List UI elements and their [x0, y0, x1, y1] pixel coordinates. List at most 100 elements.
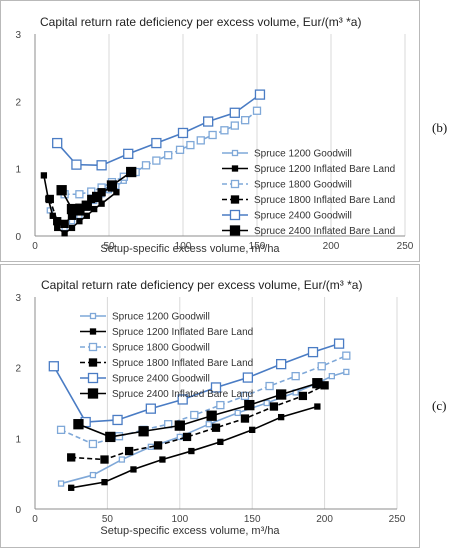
data-point — [54, 224, 61, 232]
panel-label-c: (c) — [432, 398, 447, 413]
series-group — [73, 378, 323, 443]
data-point — [100, 455, 109, 464]
legend-swatch-marker — [229, 225, 241, 236]
legend-label: Spruce 1800 Goodwill — [254, 180, 352, 191]
y-tick-label: 1 — [15, 434, 21, 445]
legend-swatch-marker — [230, 179, 240, 189]
series-group — [68, 403, 321, 491]
data-point — [333, 338, 345, 349]
x-tick-label: 250 — [397, 241, 414, 252]
data-point — [278, 413, 285, 421]
data-point — [138, 426, 149, 437]
legend-swatch-marker — [230, 195, 240, 204]
data-point — [186, 140, 195, 150]
data-point — [176, 433, 183, 441]
data-point — [60, 219, 69, 229]
data-point — [96, 160, 107, 171]
data-point — [177, 394, 188, 405]
data-point — [298, 391, 308, 401]
y-tick-label: 0 — [15, 505, 21, 516]
data-point — [83, 212, 90, 219]
data-point — [106, 180, 118, 191]
data-point — [205, 421, 212, 428]
legend-swatch-marker — [87, 372, 99, 384]
chart-title: Capital return rate deficiency per exces… — [40, 15, 361, 29]
data-point — [101, 478, 108, 486]
data-point — [196, 136, 205, 145]
legend-label: Spruce 1200 Inflated Bare Land — [254, 164, 395, 175]
data-point — [276, 389, 287, 400]
x-axis-label: Setup-specific excess volume, m³/ha — [100, 243, 280, 255]
series-group — [52, 89, 266, 171]
data-point — [229, 107, 240, 118]
data-point — [118, 456, 126, 463]
x-tick-label: 150 — [249, 241, 266, 252]
legend-swatch-marker — [88, 342, 98, 352]
x-tick-label: 150 — [244, 514, 261, 525]
x-tick-label: 100 — [175, 241, 192, 252]
series-line — [78, 382, 318, 438]
data-point — [88, 439, 98, 449]
data-point — [307, 346, 319, 358]
data-point — [67, 453, 76, 462]
chart-panel-c: Capital return rate deficiency per exces… — [0, 264, 420, 548]
legend-label: Spruce 1200 Inflated Bare Land — [112, 327, 253, 338]
legend-label: Spruce 1800 Inflated Bare Land — [112, 358, 253, 369]
x-tick-label: 200 — [316, 514, 333, 525]
legend-item: Spruce 2400 Inflated Bare Land — [222, 225, 395, 237]
data-point — [174, 420, 185, 431]
data-point — [53, 217, 62, 226]
legend-swatch-marker — [231, 165, 239, 172]
data-point — [123, 148, 134, 160]
panel-label-b: (b) — [432, 120, 448, 135]
legend-swatch-marker — [229, 209, 241, 221]
data-point — [190, 410, 199, 420]
data-point — [203, 116, 214, 127]
y-tick-label: 2 — [15, 364, 21, 375]
legend-item: Spruce 1200 Inflated Bare Land — [80, 327, 253, 338]
data-point — [45, 194, 54, 204]
legend-swatch-marker — [231, 149, 239, 157]
y-tick-label: 3 — [15, 30, 21, 41]
data-point — [75, 190, 84, 199]
legend-item: Spruce 1800 Goodwill — [80, 343, 210, 354]
data-point — [48, 361, 59, 372]
data-point — [76, 218, 83, 225]
data-point — [217, 438, 224, 446]
x-tick-label: 50 — [102, 514, 114, 525]
data-point — [263, 399, 270, 407]
legend-item: Spruce 2400 Goodwill — [222, 209, 352, 222]
data-point — [276, 358, 287, 370]
data-point — [40, 172, 48, 179]
data-point — [130, 466, 137, 473]
legend-label: Spruce 2400 Goodwill — [112, 374, 210, 385]
legend-label: Spruce 1800 Inflated Bare Land — [254, 195, 395, 206]
series-group — [67, 381, 329, 464]
data-point — [254, 89, 266, 100]
data-point — [252, 106, 262, 115]
data-point — [242, 372, 254, 383]
data-point — [314, 403, 321, 410]
data-point — [240, 391, 250, 401]
legend-label: Spruce 2400 Inflated Bare Land — [254, 226, 395, 237]
x-tick-label: 0 — [32, 241, 38, 252]
data-point — [52, 137, 63, 149]
data-point — [234, 409, 241, 417]
data-point — [182, 432, 192, 442]
y-tick-label: 0 — [15, 232, 21, 243]
data-point — [126, 166, 137, 178]
legend-item: Spruce 1800 Inflated Bare Land — [222, 195, 395, 206]
data-point — [153, 441, 163, 450]
data-point — [206, 410, 217, 421]
legend-item: Spruce 2400 Goodwill — [80, 372, 210, 385]
chart-frame — [0, 264, 420, 548]
x-tick-label: 250 — [389, 514, 406, 525]
legend-item: Spruce 2400 Inflated Bare Land — [80, 388, 253, 400]
data-point — [56, 425, 66, 435]
data-point — [291, 371, 300, 381]
legend-item: Spruce 1200 Inflated Bare Land — [222, 164, 395, 175]
legend-label: Spruce 2400 Inflated Bare Land — [112, 389, 253, 400]
legend-item: Spruce 1200 Goodwill — [80, 312, 210, 323]
data-point — [265, 381, 274, 391]
data-point — [216, 400, 225, 410]
